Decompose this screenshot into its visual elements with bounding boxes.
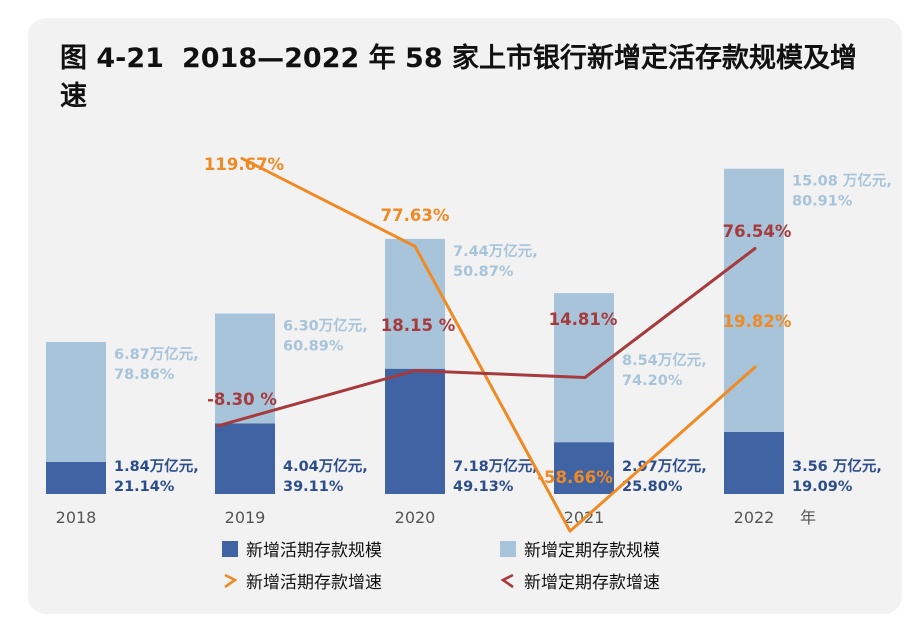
legend-line-icon-demand (224, 573, 238, 588)
bar-time-2020 (385, 238, 445, 369)
demand-value-label-2022: 3.56 万亿元, (792, 457, 882, 475)
x-tick-label-2020: 2020 (395, 508, 436, 527)
bar-demand-2019 (215, 423, 275, 494)
bar-time-2021 (554, 293, 614, 443)
time-growth-label-2019: -8.30 % (207, 390, 277, 409)
demand-value-label-2019: 4.04万亿元, (283, 457, 368, 475)
legend-swatch-demand-bar (222, 540, 238, 557)
x-tick-label-2022: 2022 (734, 508, 775, 527)
line-demand-growth (240, 156, 757, 533)
bar-demand-2020 (385, 368, 445, 494)
time-value-label-2018: 6.87万亿元, (114, 345, 199, 363)
time-value-label-2019: 6.30万亿元, (283, 317, 368, 335)
legend-item-demand-bar: 新增活期存款规模 (222, 536, 382, 561)
time-share-label-2019: 60.89% (283, 339, 344, 355)
chart-title: 图 4-21 2018—2022 年 58 家上市银行新增定活存款规模及增速 (60, 40, 880, 116)
time-share-label-2022: 80.91% (792, 194, 853, 210)
x-tick-label-2019: 2019 (225, 508, 266, 527)
bar-time-2022 (724, 168, 784, 432)
time-growth-label-2022: 76.54% (723, 222, 792, 241)
legend-label-time-bar: 新增定期存款规模 (524, 541, 660, 561)
demand-share-label-2020: 49.13% (453, 479, 514, 495)
demand-share-label-2019: 39.11% (283, 479, 344, 495)
time-value-label-2021: 8.54万亿元, (622, 351, 707, 369)
demand-share-label-2018: 21.14% (114, 479, 175, 495)
demand-growth-label-2021: -58.66% (537, 468, 613, 487)
legend-item-demand-line: 新增活期存款增速 (222, 568, 382, 593)
x-axis-unit: 年 (800, 508, 816, 527)
time-growth-label-2020: 18.15 % (381, 316, 456, 335)
time-share-label-2018: 78.86% (114, 367, 175, 383)
legend-swatch-time-bar (500, 540, 516, 557)
demand-value-label-2021: 2.97万亿元, (622, 457, 707, 475)
demand-value-label-2020: 7.18万亿元, (453, 457, 538, 475)
bar-time-2018 (46, 342, 106, 462)
demand-share-label-2021: 25.80% (622, 479, 683, 495)
demand-value-label-2018: 1.84万亿元, (114, 457, 199, 475)
legend-label-demand-line: 新增活期存款增速 (246, 573, 382, 593)
figure-title: 2018—2022 年 58 家上市银行新增定活存款规模及增速 (60, 43, 858, 112)
time-value-label-2022: 15.08 万亿元, (792, 172, 892, 190)
legend-label-demand-bar: 新增活期存款规模 (246, 541, 382, 561)
bar-demand-2018 (46, 461, 106, 494)
demand-growth-label-2022: 19.82% (723, 312, 792, 331)
legend-item-time-bar: 新增定期存款规模 (500, 536, 660, 561)
x-tick-label-2018: 2018 (56, 508, 97, 527)
time-value-label-2020: 7.44万亿元, (453, 242, 538, 260)
time-share-label-2020: 50.87% (453, 264, 514, 280)
time-share-label-2021: 74.20% (622, 373, 683, 389)
demand-growth-label-2020: 77.63% (381, 206, 450, 225)
legend-line-icon-time (500, 573, 514, 588)
bar-demand-2021 (554, 442, 614, 494)
demand-growth-label-2019: 119.67% (204, 155, 285, 174)
legend-label-time-line: 新增定期存款增速 (524, 573, 660, 593)
time-growth-label-2021: 14.81% (549, 310, 618, 329)
figure-number: 图 4-21 (60, 43, 164, 74)
bar-time-2019 (215, 313, 275, 424)
demand-share-label-2022: 19.09% (792, 479, 853, 495)
legend-item-time-line: 新增定期存款增速 (500, 568, 660, 593)
bar-demand-2022 (724, 431, 784, 494)
line-time-growth (216, 247, 757, 428)
